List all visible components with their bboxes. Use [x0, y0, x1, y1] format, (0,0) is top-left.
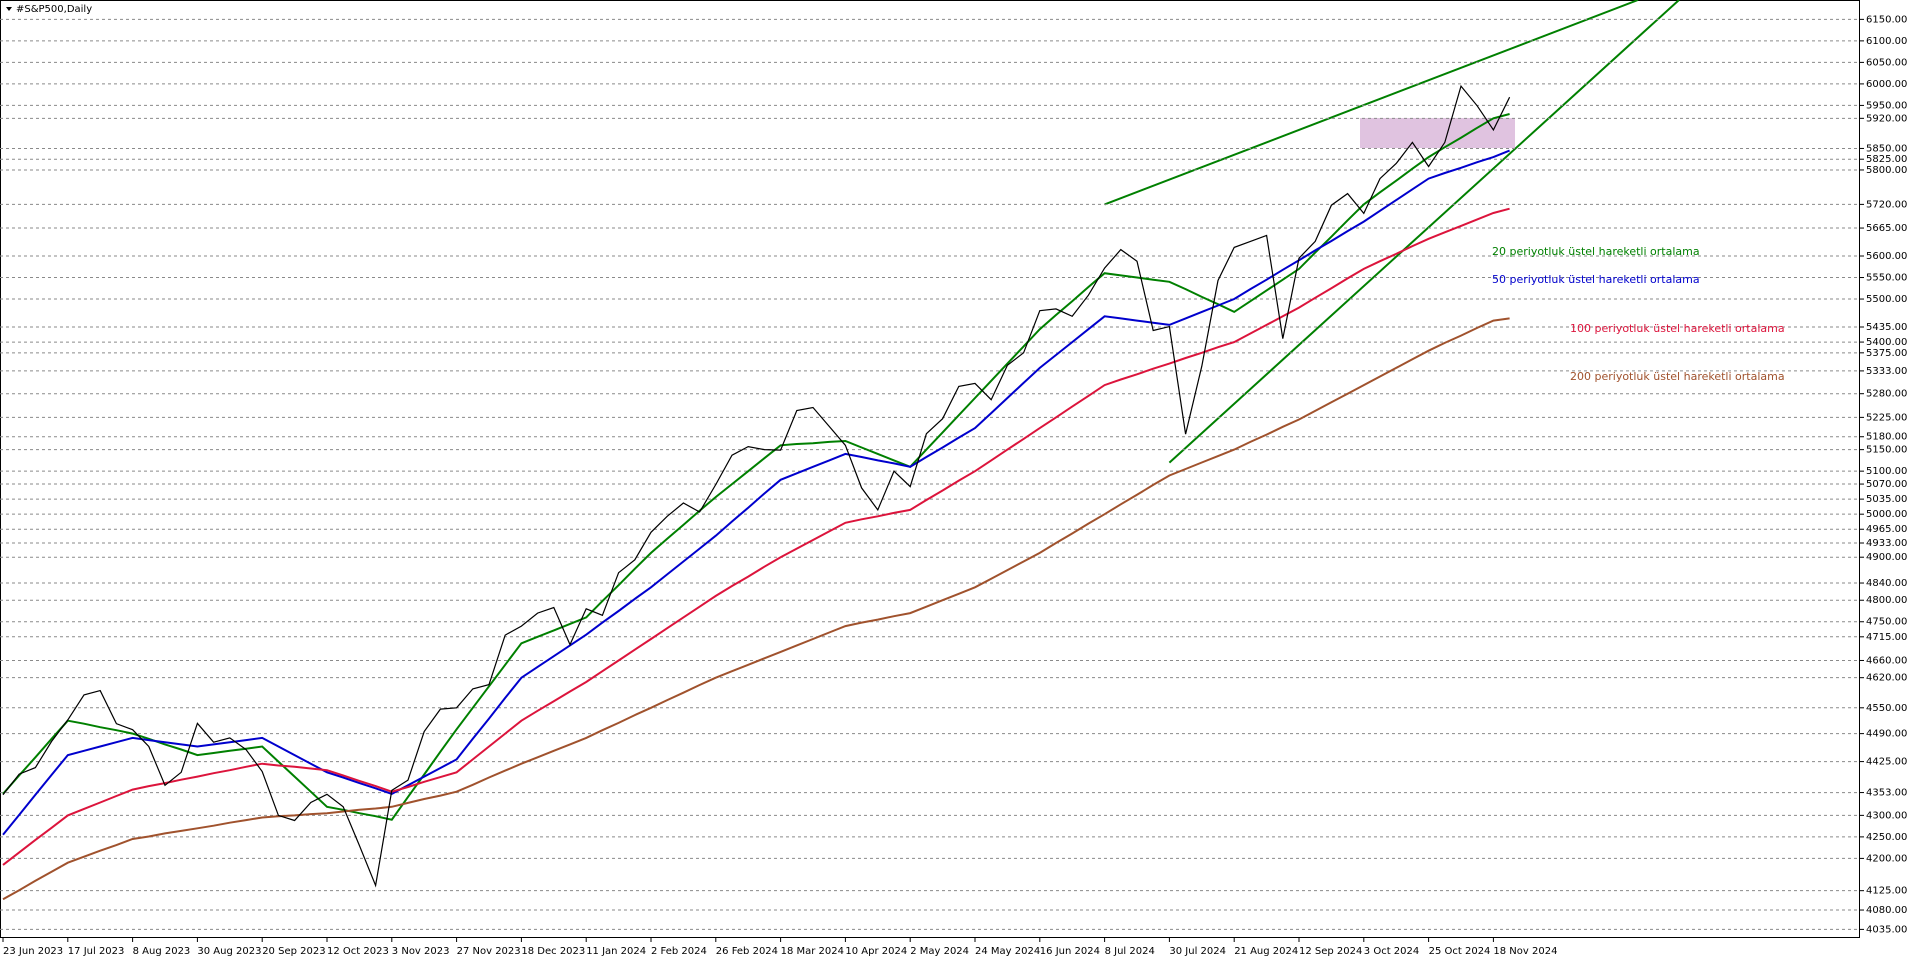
price-line: [2, 84, 1511, 888]
y-tick-label: 5665.00: [1866, 223, 1907, 234]
moving-average-line: [2, 113, 1510, 821]
y-tick-label: 5070.00: [1866, 479, 1907, 490]
series-label: 100 periyotluk üstel hareketli ortalama: [1570, 322, 1785, 335]
y-tick-label: 6000.00: [1866, 79, 1907, 90]
x-tick-label: 11 Jan 2024: [586, 946, 646, 957]
y-tick-label: 4353.00: [1866, 788, 1907, 799]
y-tick-label: 4080.00: [1866, 905, 1907, 916]
y-tick-label: 5035.00: [1866, 494, 1907, 505]
moving-average-line: [2, 207, 1510, 866]
y-tick-label: 4250.00: [1866, 832, 1907, 843]
y-tick-label: 6050.00: [1866, 57, 1907, 68]
y-tick-label: 4965.00: [1866, 524, 1907, 535]
y-tick-label: 4750.00: [1866, 617, 1907, 628]
y-tick-label: 5333.00: [1866, 366, 1907, 377]
x-tick-label: 12 Oct 2023: [327, 946, 389, 957]
series-label: 50 periyotluk üstel hareketli ortalama: [1492, 273, 1700, 286]
range-box: [1360, 118, 1515, 148]
y-tick-label: 5000.00: [1866, 509, 1907, 520]
y-tick-label: 4800.00: [1866, 595, 1907, 606]
y-tick-label: 5800.00: [1866, 165, 1907, 176]
x-tick-label: 16 Jun 2024: [1040, 946, 1100, 957]
y-tick-label: 5920.00: [1866, 113, 1907, 124]
y-tick-label: 4425.00: [1866, 757, 1907, 768]
y-tick-label: 4550.00: [1866, 703, 1907, 714]
y-tick-label: 5850.00: [1866, 143, 1907, 154]
x-tick-label: 25 Oct 2024: [1429, 946, 1491, 957]
y-tick-label: 5375.00: [1866, 348, 1907, 359]
series-label: 20 periyotluk üstel hareketli ortalama: [1492, 245, 1700, 258]
y-tick-label: 4900.00: [1866, 552, 1907, 563]
x-tick-label: 3 Oct 2024: [1364, 946, 1419, 957]
x-tick-label: 21 Aug 2024: [1234, 946, 1298, 957]
y-tick-label: 4715.00: [1866, 632, 1907, 643]
series-label: 200 periyotluk üstel hareketli ortalama: [1570, 370, 1785, 383]
y-tick-label: 5550.00: [1866, 273, 1907, 284]
x-tick-label: 18 Nov 2024: [1493, 946, 1557, 957]
x-tick-label: 3 Nov 2023: [392, 946, 450, 957]
menu-arrow[interactable]: [6, 7, 12, 11]
y-tick-label: 5825.00: [1866, 154, 1907, 165]
y-tick-label: 5720.00: [1866, 199, 1907, 210]
x-tick-label: 12 Sep 2024: [1299, 946, 1362, 957]
trend-line: [1104, 0, 1639, 206]
x-tick-label: 18 Mar 2024: [781, 946, 844, 957]
x-tick-label: 8 Aug 2023: [133, 946, 191, 957]
y-tick-label: 4933.00: [1866, 538, 1907, 549]
y-tick-label: 5435.00: [1866, 322, 1907, 333]
y-tick-label: 5150.00: [1866, 445, 1907, 456]
y-tick-label: 4840.00: [1866, 578, 1907, 589]
x-tick-label: 10 Apr 2024: [845, 946, 907, 957]
trend-line: [1168, 0, 1680, 464]
moving-average-line: [2, 149, 1510, 836]
y-tick-label: 4660.00: [1866, 655, 1907, 666]
x-tick-label: 26 Feb 2024: [716, 946, 778, 957]
x-tick-label: 27 Nov 2023: [457, 946, 521, 957]
x-tick-label: 30 Aug 2023: [197, 946, 261, 957]
y-tick-label: 6150.00: [1866, 14, 1907, 25]
x-tick-label: 2 Feb 2024: [651, 946, 707, 957]
y-tick-label: 4620.00: [1866, 673, 1907, 684]
x-tick-label: 20 Sep 2023: [262, 946, 325, 957]
y-tick-label: 5180.00: [1866, 432, 1907, 443]
y-tick-label: 5225.00: [1866, 412, 1907, 423]
moving-average-line: [2, 317, 1510, 901]
x-tick-label: 30 Jul 2024: [1169, 946, 1226, 957]
y-tick-label: 5950.00: [1866, 100, 1907, 111]
y-tick-label: 4490.00: [1866, 729, 1907, 740]
y-tick-label: 4200.00: [1866, 853, 1907, 864]
y-tick-label: 5280.00: [1866, 389, 1907, 400]
y-tick-label: 5600.00: [1866, 251, 1907, 262]
y-tick-label: 6100.00: [1866, 36, 1907, 47]
x-tick-label: 17 Jul 2023: [68, 946, 125, 957]
x-tick-label: 18 Dec 2023: [521, 946, 585, 957]
y-tick-label: 4035.00: [1866, 924, 1907, 935]
y-tick-label: 5400.00: [1866, 337, 1907, 348]
y-tick-label: 5100.00: [1866, 466, 1907, 477]
x-tick-label: 23 Jun 2023: [3, 946, 63, 957]
chart-title: #S&P500,Daily: [16, 4, 92, 15]
plot-frame: [0, 0, 1860, 938]
y-tick-label: 4300.00: [1866, 810, 1907, 821]
x-tick-label: 2 May 2024: [910, 946, 969, 957]
y-tick-label: 4125.00: [1866, 886, 1907, 897]
x-tick-label: 8 Jul 2024: [1105, 946, 1155, 957]
x-tick-label: 24 May 2024: [975, 946, 1040, 957]
y-tick-label: 5500.00: [1866, 294, 1907, 305]
